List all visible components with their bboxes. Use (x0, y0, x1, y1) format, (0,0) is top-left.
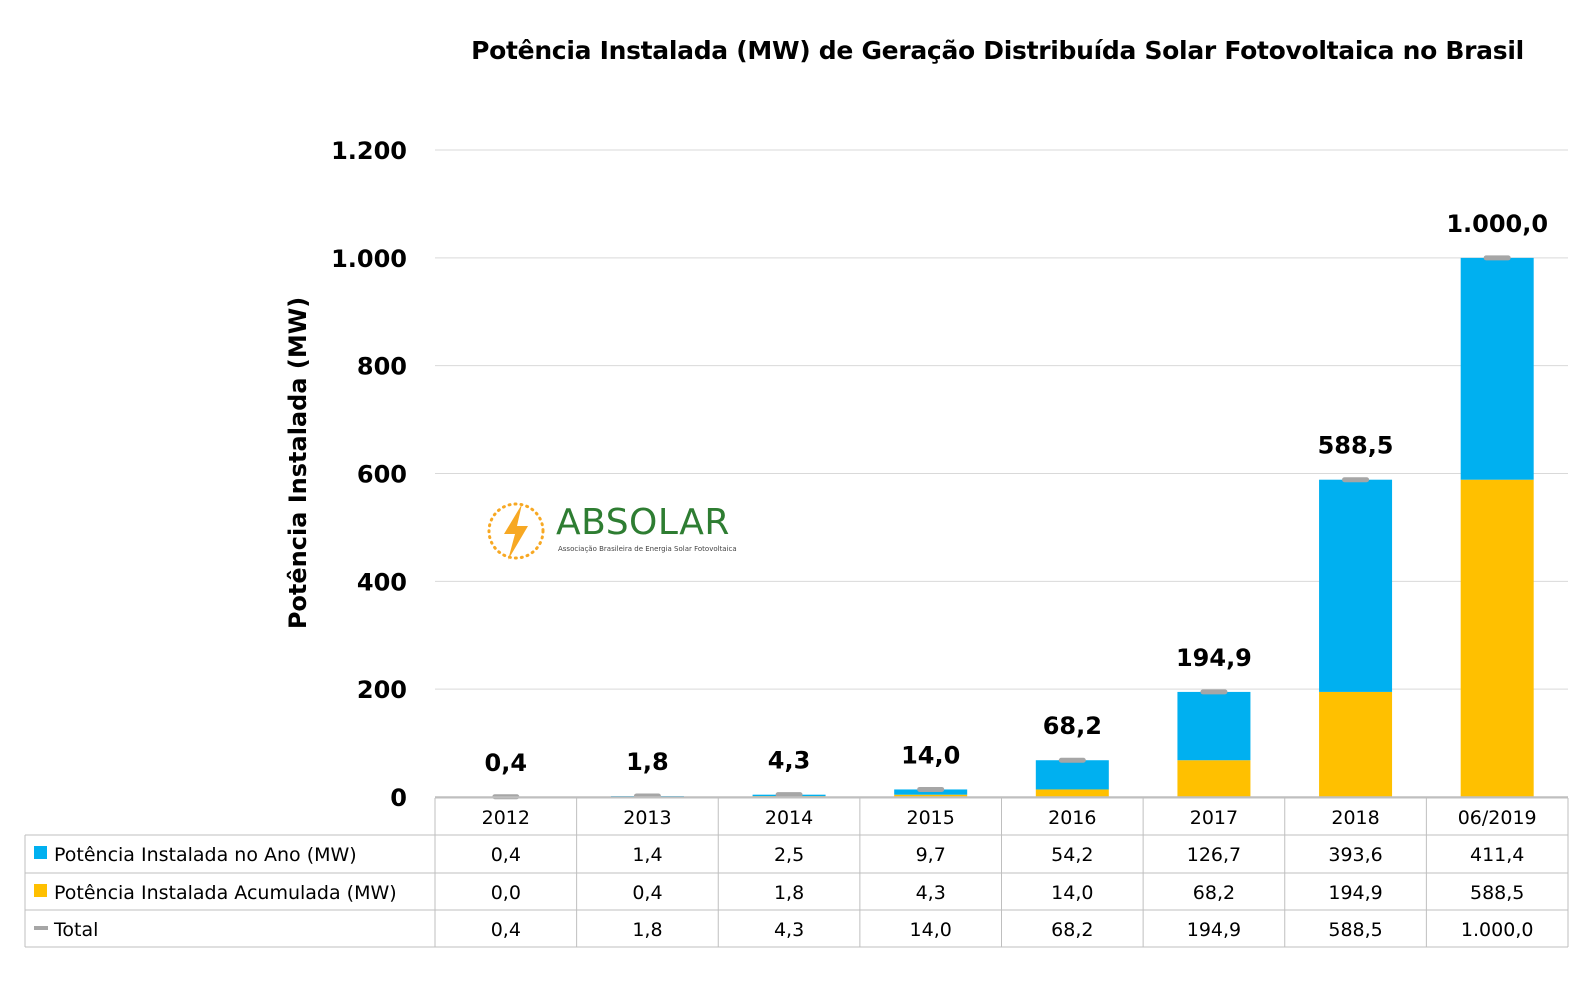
table-cell-value: 1,8 (632, 919, 662, 941)
y-tick-label: 0 (390, 784, 407, 812)
bar-annual (1460, 257, 1534, 480)
x-tick-label: 2012 (482, 807, 530, 829)
bar-accumulated (1035, 789, 1109, 797)
sun-bolt-icon (487, 502, 545, 560)
table-cell-value: 194,9 (1187, 919, 1241, 941)
y-tick-label: 400 (357, 568, 407, 596)
x-tick-label: 2017 (1190, 807, 1238, 829)
x-tick-label: 2018 (1331, 807, 1379, 829)
bar-accumulated (1460, 479, 1534, 797)
legend-label: Potência Instalada no Ano (MW) (54, 844, 357, 866)
table-cell-value: 126,7 (1187, 844, 1241, 866)
bar-accumulated (1319, 691, 1393, 797)
table-cell-value: 393,6 (1328, 844, 1382, 866)
bar-annual (894, 789, 968, 795)
table-cell-value: 9,7 (916, 844, 946, 866)
table-cell-value: 1,4 (632, 844, 662, 866)
table-cell-value: 2,5 (774, 844, 804, 866)
table-cell-value: 14,0 (1051, 882, 1093, 904)
y-tick-label: 800 (357, 353, 407, 381)
bar-accumulated (894, 794, 968, 797)
data-label: 1,8 (626, 748, 669, 776)
table-cell-value: 4,3 (916, 882, 946, 904)
table-cell-value: 1,8 (774, 882, 804, 904)
table-cell-value: 4,3 (774, 919, 804, 941)
data-label: 68,2 (1043, 712, 1102, 740)
chart-title: Potência Instalada (MW) de Geração Distr… (471, 36, 1524, 65)
logo-wordmark: ABSOLAR (556, 502, 730, 543)
y-tick-label: 200 (357, 676, 407, 704)
table-cell-value: 68,2 (1193, 882, 1235, 904)
table-cell-value: 0,4 (491, 919, 521, 941)
absolar-logo: ABSOLAR Associação Brasileira de Energia… (484, 500, 744, 564)
data-label: 4,3 (768, 747, 811, 775)
y-tick-label: 600 (357, 461, 407, 489)
table-cell-value: 54,2 (1051, 844, 1093, 866)
table-cell-value: 411,4 (1470, 844, 1524, 866)
legend-label: Potência Instalada Acumulada (MW) (54, 882, 397, 904)
bar-accumulated (1177, 760, 1251, 797)
table-cell-value: 588,5 (1328, 919, 1382, 941)
data-label: 0,4 (485, 749, 528, 777)
data-label: 588,5 (1318, 432, 1394, 460)
x-tick-label: 2013 (623, 807, 671, 829)
logo-subtitle: Associação Brasileira de Energia Solar F… (558, 545, 737, 553)
table-cell-value: 0,4 (491, 844, 521, 866)
data-label: 194,9 (1176, 644, 1252, 672)
bar-annual (1035, 760, 1109, 790)
legend-key (34, 884, 47, 897)
x-tick-label: 06/2019 (1458, 807, 1537, 829)
table-cell-value: 68,2 (1051, 919, 1093, 941)
y-tick-label: 1.200 (331, 137, 407, 165)
bar-annual (1177, 691, 1251, 761)
bar-annual (1319, 479, 1393, 692)
x-tick-label: 2014 (765, 807, 813, 829)
x-tick-label: 2015 (907, 807, 955, 829)
table-cell-value: 1.000,0 (1461, 919, 1534, 941)
table-cell-value: 588,5 (1470, 882, 1524, 904)
table-cell-value: 0,0 (491, 882, 521, 904)
y-tick-label: 1.000 (331, 245, 407, 273)
legend-key (34, 846, 47, 859)
table-cell-value: 0,4 (632, 882, 662, 904)
legend-label: Total (53, 919, 98, 941)
x-tick-label: 2016 (1048, 807, 1096, 829)
table-cell-value: 14,0 (910, 919, 952, 941)
data-label: 1.000,0 (1446, 210, 1548, 238)
data-label: 14,0 (901, 741, 960, 769)
table-cell-value: 194,9 (1328, 882, 1382, 904)
